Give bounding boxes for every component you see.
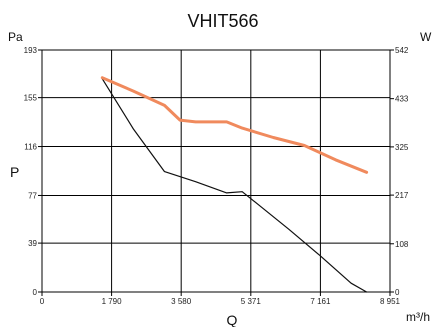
x-axis-name: Q: [227, 312, 238, 327]
x-tick-label: 7 161: [310, 297, 331, 306]
y-left-axis-name: P: [10, 164, 19, 180]
power-curve: [100, 76, 369, 174]
y-right-tick-label: 325: [395, 143, 409, 152]
y-left-tick-label: 39: [28, 239, 37, 248]
x-tick-label: 8 951: [380, 297, 401, 306]
y-right-tick-label: 433: [395, 95, 409, 104]
x-tick-label: 0: [40, 297, 45, 306]
x-axis-unit-label: m³/h: [406, 310, 430, 324]
x-tick-label: 1 790: [102, 297, 123, 306]
series-layer: [100, 76, 369, 293]
grid: [38, 49, 394, 296]
y-right-tick-label: 0: [395, 288, 400, 297]
plot-frame: [41, 49, 391, 293]
y-right-tick-label: 217: [395, 191, 409, 200]
x-tick-label: 3 580: [171, 297, 192, 306]
y-left-tick-label: 155: [24, 94, 38, 103]
y-right-unit-label: W: [420, 30, 432, 44]
y-left-tick-label: 116: [24, 143, 37, 152]
y-right-tick-label: 542: [395, 46, 409, 55]
pressure-curve: [101, 78, 368, 293]
y-left-tick-label: 77: [28, 191, 37, 200]
y-left-tick-label: 193: [24, 46, 38, 55]
x-tick-label: 5 371: [241, 297, 262, 306]
y-left-tick-label: 0: [33, 288, 38, 297]
y-left-unit-label: Pa: [8, 30, 23, 44]
chart-title: VHIT566: [187, 11, 258, 31]
y-right-tick-label: 108: [395, 240, 409, 249]
